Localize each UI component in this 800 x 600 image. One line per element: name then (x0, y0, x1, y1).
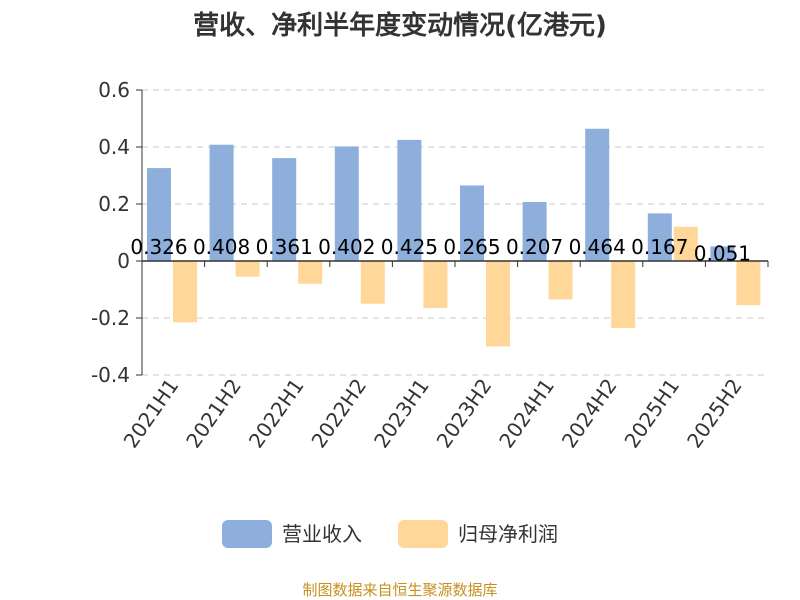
bar-net-profit (736, 261, 761, 306)
bar-revenue (334, 146, 359, 261)
bar-net-profit (235, 261, 260, 277)
data-label: 0.326 (130, 235, 187, 259)
x-tick-label: 2023H2 (432, 374, 497, 452)
data-label: 0.207 (506, 235, 563, 259)
bar-net-profit (298, 261, 323, 284)
x-tick-label: 2024H2 (557, 374, 622, 452)
data-label: 0.464 (569, 235, 626, 259)
bar-net-profit (173, 261, 197, 323)
y-tick-label: 0.4 (98, 135, 130, 159)
bar-net-profit (673, 226, 698, 261)
x-tick-label: 2024H1 (494, 374, 559, 452)
x-tick-label: 2025H1 (619, 374, 684, 452)
data-labels: 0.326 0.408 0.361 0.402 0.425 0.265 0.207 0.464… (130, 235, 751, 266)
source-note: 制图数据来自恒生聚源数据库 (302, 581, 497, 599)
x-tick-label: 2025H2 (682, 374, 747, 452)
bar-net-profit (611, 261, 636, 328)
y-tick-label: 0 (117, 249, 130, 273)
bar-revenue (522, 202, 547, 261)
bars (147, 128, 761, 347)
legend-label: 营业收入 (282, 522, 362, 546)
data-label: 0.402 (318, 235, 375, 259)
bar-revenue (647, 213, 672, 261)
bar-revenue (209, 144, 234, 261)
bar-revenue (397, 139, 422, 261)
data-label: 0.425 (381, 235, 438, 259)
data-label: 0.167 (631, 235, 688, 259)
x-tick-label: 2021H2 (181, 374, 246, 452)
x-tick-label: 2023H1 (369, 374, 434, 452)
legend-swatch (222, 520, 272, 548)
y-tick-label: 0.6 (98, 78, 130, 102)
bar-revenue (710, 246, 735, 261)
y-tick-label: -0.4 (91, 363, 130, 387)
legend-label: 归母净利润 (458, 522, 558, 546)
legend: 营业收入 归母净利润 (222, 520, 558, 548)
data-label: 0.051 (694, 242, 751, 266)
chart-title: 营收、净利半年度变动情况(亿港元) (193, 10, 607, 41)
bar-revenue (460, 185, 484, 261)
data-label: 0.361 (256, 235, 313, 259)
bar-revenue (272, 158, 297, 261)
bar-net-profit (423, 261, 448, 309)
data-label: 0.265 (443, 235, 500, 259)
data-label: 0.408 (193, 235, 250, 259)
bar-revenue (585, 128, 610, 261)
legend-swatch (398, 520, 448, 548)
bar-net-profit (548, 261, 573, 300)
x-tick-label: 2022H2 (306, 374, 371, 452)
y-tick-label: 0.2 (98, 192, 130, 216)
x-tick-label: 2022H1 (244, 374, 309, 452)
bar-net-profit (486, 261, 510, 347)
bar-net-profit (360, 261, 385, 304)
bar-revenue (147, 168, 171, 261)
y-tick-label: -0.2 (91, 306, 130, 330)
grid-lines (142, 89, 768, 376)
